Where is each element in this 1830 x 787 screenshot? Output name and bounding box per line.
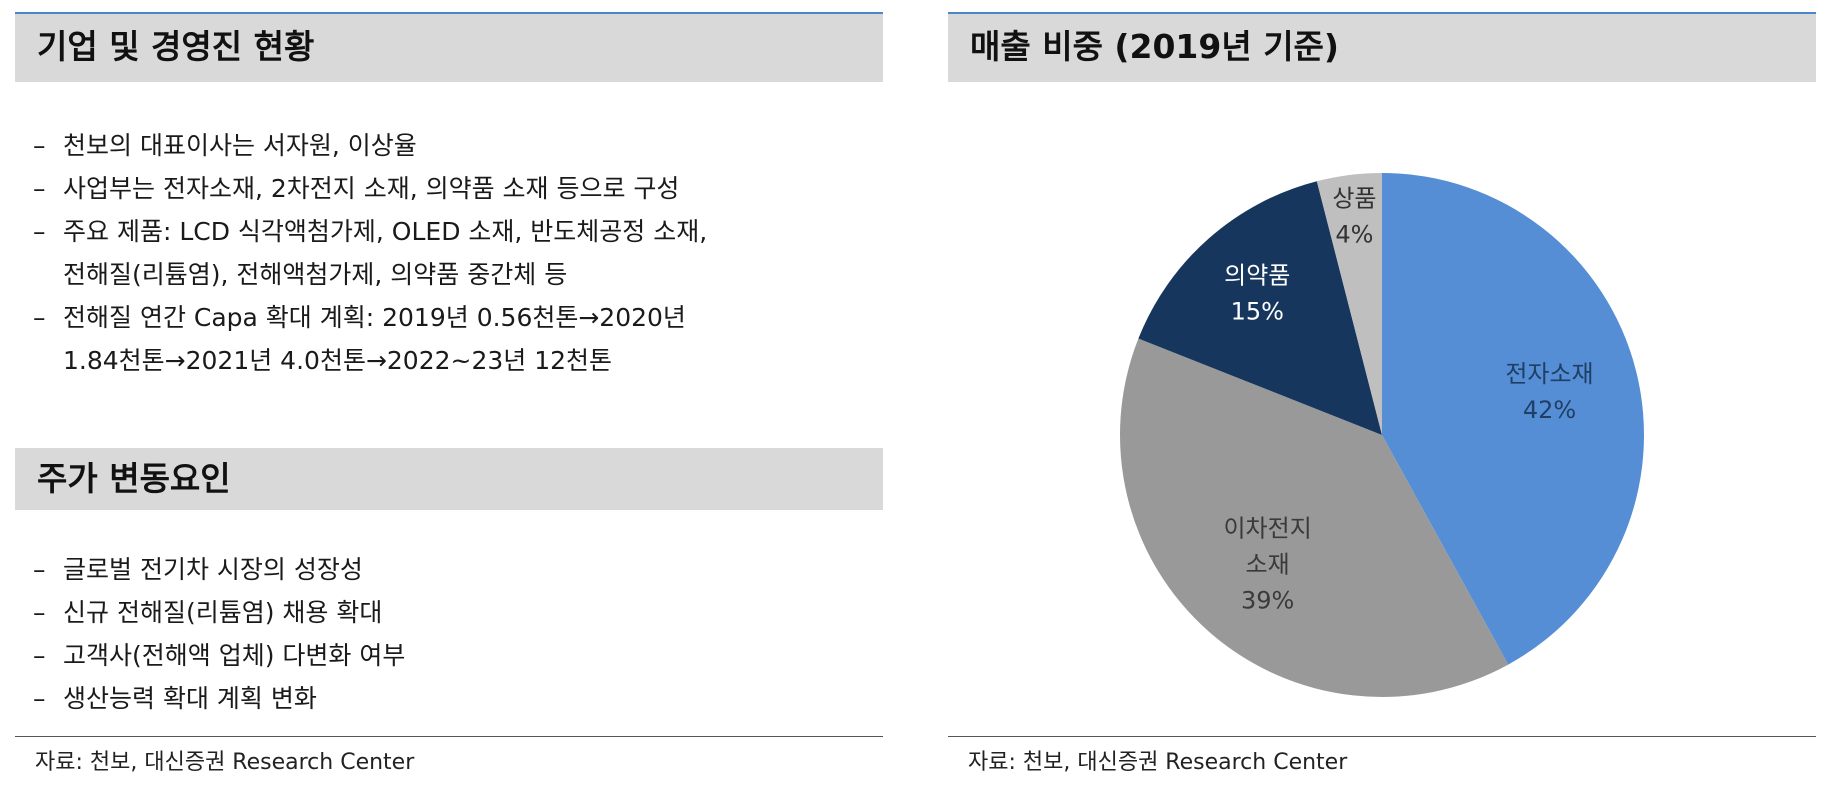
- stock-drivers-list: – 글로벌 전기차 시장의 성장성 – 신규 전해질(리튬염) 채용 확대 – 고객사…: [33, 548, 405, 720]
- source-divider: [15, 736, 883, 737]
- list-item: – 천보의 대표이사는 서자원, 이상율: [33, 131, 417, 160]
- pie-slice: [1316, 173, 1382, 435]
- pie-slice: [1138, 181, 1382, 435]
- list-item: – 글로벌 전기차 시장의 성장성: [33, 555, 363, 584]
- revenue-mix-header: 매출 비중 (2019년 기준): [948, 12, 1816, 82]
- list-item: – 생산능력 확대 계획 변화: [33, 684, 317, 713]
- pie-slice-label: 이차전지 소재 39%: [1223, 515, 1311, 615]
- pie-slice-label: 의약품 15%: [1224, 261, 1290, 325]
- stock-drivers-header: 주가 변동요인: [15, 448, 883, 510]
- company-overview-list: – 천보의 대표이사는 서자원, 이상율 – 사업부는 전자소재, 2차전지 소재,…: [33, 124, 707, 382]
- company-overview-header: 기업 및 경영진 현황: [15, 12, 883, 82]
- stock-drivers-title: 주가 변동요인: [37, 459, 231, 498]
- revenue-pie-chart: 전자소재 42% 이차전지 소재 39% 의약품 15% 상품 4%: [1120, 173, 1644, 698]
- list-item: – 전해질 연간 Capa 확대 계획: 2019년 0.56천톤→2020년 1…: [33, 303, 686, 375]
- list-item: – 신규 전해질(리튬염) 채용 확대: [33, 598, 383, 627]
- pie-slice: [1120, 338, 1509, 698]
- source-divider: [948, 736, 1816, 737]
- list-item: – 고객사(전해액 업체) 다변화 여부: [33, 641, 406, 670]
- list-item: – 주요 제품: LCD 식각액첨가제, OLED 소재, 반도체공정 소재, 전…: [33, 217, 708, 289]
- list-item: – 사업부는 전자소재, 2차전지 소재, 의약품 소재 등으로 구성: [33, 174, 680, 203]
- source-note: 자료: 천보, 대신증권 Research Center: [968, 750, 1348, 775]
- revenue-mix-title: 매출 비중 (2019년 기준): [970, 27, 1339, 66]
- pie-slice-label: 상품 4%: [1332, 185, 1376, 249]
- company-overview-title: 기업 및 경영진 현황: [37, 27, 315, 66]
- pie-slice-label: 전자소재 42%: [1505, 360, 1593, 424]
- source-note: 자료: 천보, 대신증권 Research Center: [35, 750, 415, 775]
- pie-slice: [1382, 173, 1644, 665]
